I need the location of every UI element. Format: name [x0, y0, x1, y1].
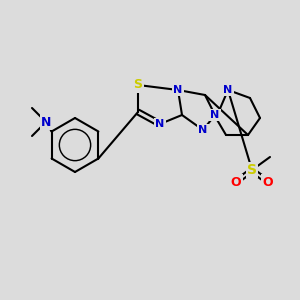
Text: N: N — [155, 119, 165, 129]
Text: N: N — [173, 85, 183, 95]
Text: N: N — [224, 85, 232, 95]
Text: O: O — [263, 176, 273, 188]
Text: N: N — [198, 125, 208, 135]
Text: S: S — [247, 163, 257, 177]
Text: S: S — [134, 79, 142, 92]
Text: N: N — [210, 110, 220, 120]
Text: O: O — [231, 176, 241, 188]
Text: N: N — [41, 116, 51, 128]
